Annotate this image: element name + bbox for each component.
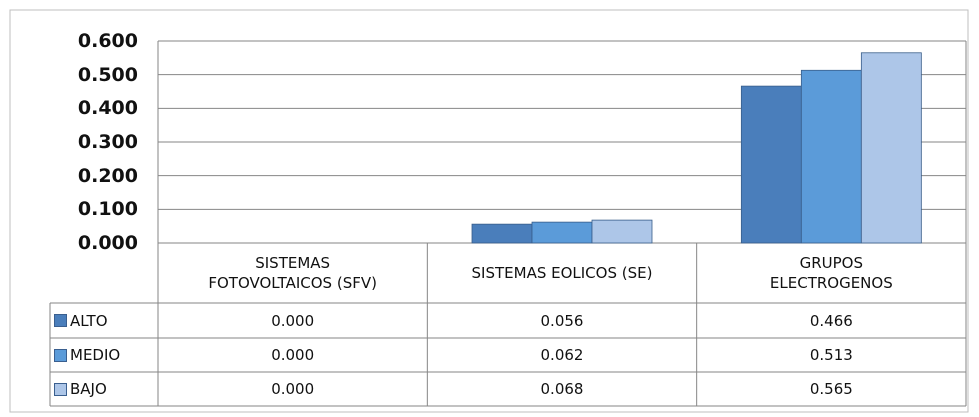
x-tick-label: GRUPOS ELECTROGENOS bbox=[769, 254, 893, 292]
legend-swatch bbox=[54, 382, 67, 396]
bar bbox=[471, 223, 533, 244]
data-label: 0.068 bbox=[540, 380, 584, 398]
legend-entry: ALTO bbox=[50, 303, 158, 338]
y-tick-label: 0.100 bbox=[77, 198, 138, 221]
legend-swatch bbox=[54, 348, 67, 362]
x-tick-label: SISTEMAS EOLICOS (SE) bbox=[471, 264, 653, 282]
bar bbox=[740, 85, 802, 244]
bar bbox=[531, 221, 593, 244]
data-label: 0.466 bbox=[809, 311, 853, 330]
legend-entry: BAJO bbox=[50, 372, 158, 406]
y-tick-label: 0.500 bbox=[77, 63, 138, 86]
bar bbox=[800, 69, 862, 244]
y-tick-label: 0.300 bbox=[77, 131, 138, 153]
data-label: 0.000 bbox=[271, 346, 315, 364]
x-tick-label: SISTEMAS FOTOVOLTAICOS (SFV) bbox=[208, 254, 377, 292]
data-label: 0.062 bbox=[540, 346, 584, 364]
y-tick-label: 0.400 bbox=[77, 97, 138, 120]
y-tick-label: 0.000 bbox=[77, 232, 138, 254]
legend-label: BAJO bbox=[70, 380, 107, 398]
data-label: 0.513 bbox=[809, 346, 853, 364]
data-label: 0.565 bbox=[809, 380, 853, 398]
bar bbox=[591, 219, 653, 244]
data-label: 0.000 bbox=[271, 380, 315, 398]
data-label: 0.000 bbox=[271, 311, 315, 330]
legend-label: MEDIO bbox=[70, 346, 121, 364]
legend-entry: MEDIO bbox=[50, 338, 158, 372]
y-tick-label: 0.200 bbox=[77, 164, 138, 187]
data-label: 0.056 bbox=[540, 311, 584, 330]
y-tick-label: 0.600 bbox=[77, 30, 138, 52]
legend-label: ALTO bbox=[70, 311, 108, 330]
legend-swatch bbox=[54, 314, 67, 327]
chart-border bbox=[9, 9, 969, 413]
bar bbox=[860, 52, 922, 244]
